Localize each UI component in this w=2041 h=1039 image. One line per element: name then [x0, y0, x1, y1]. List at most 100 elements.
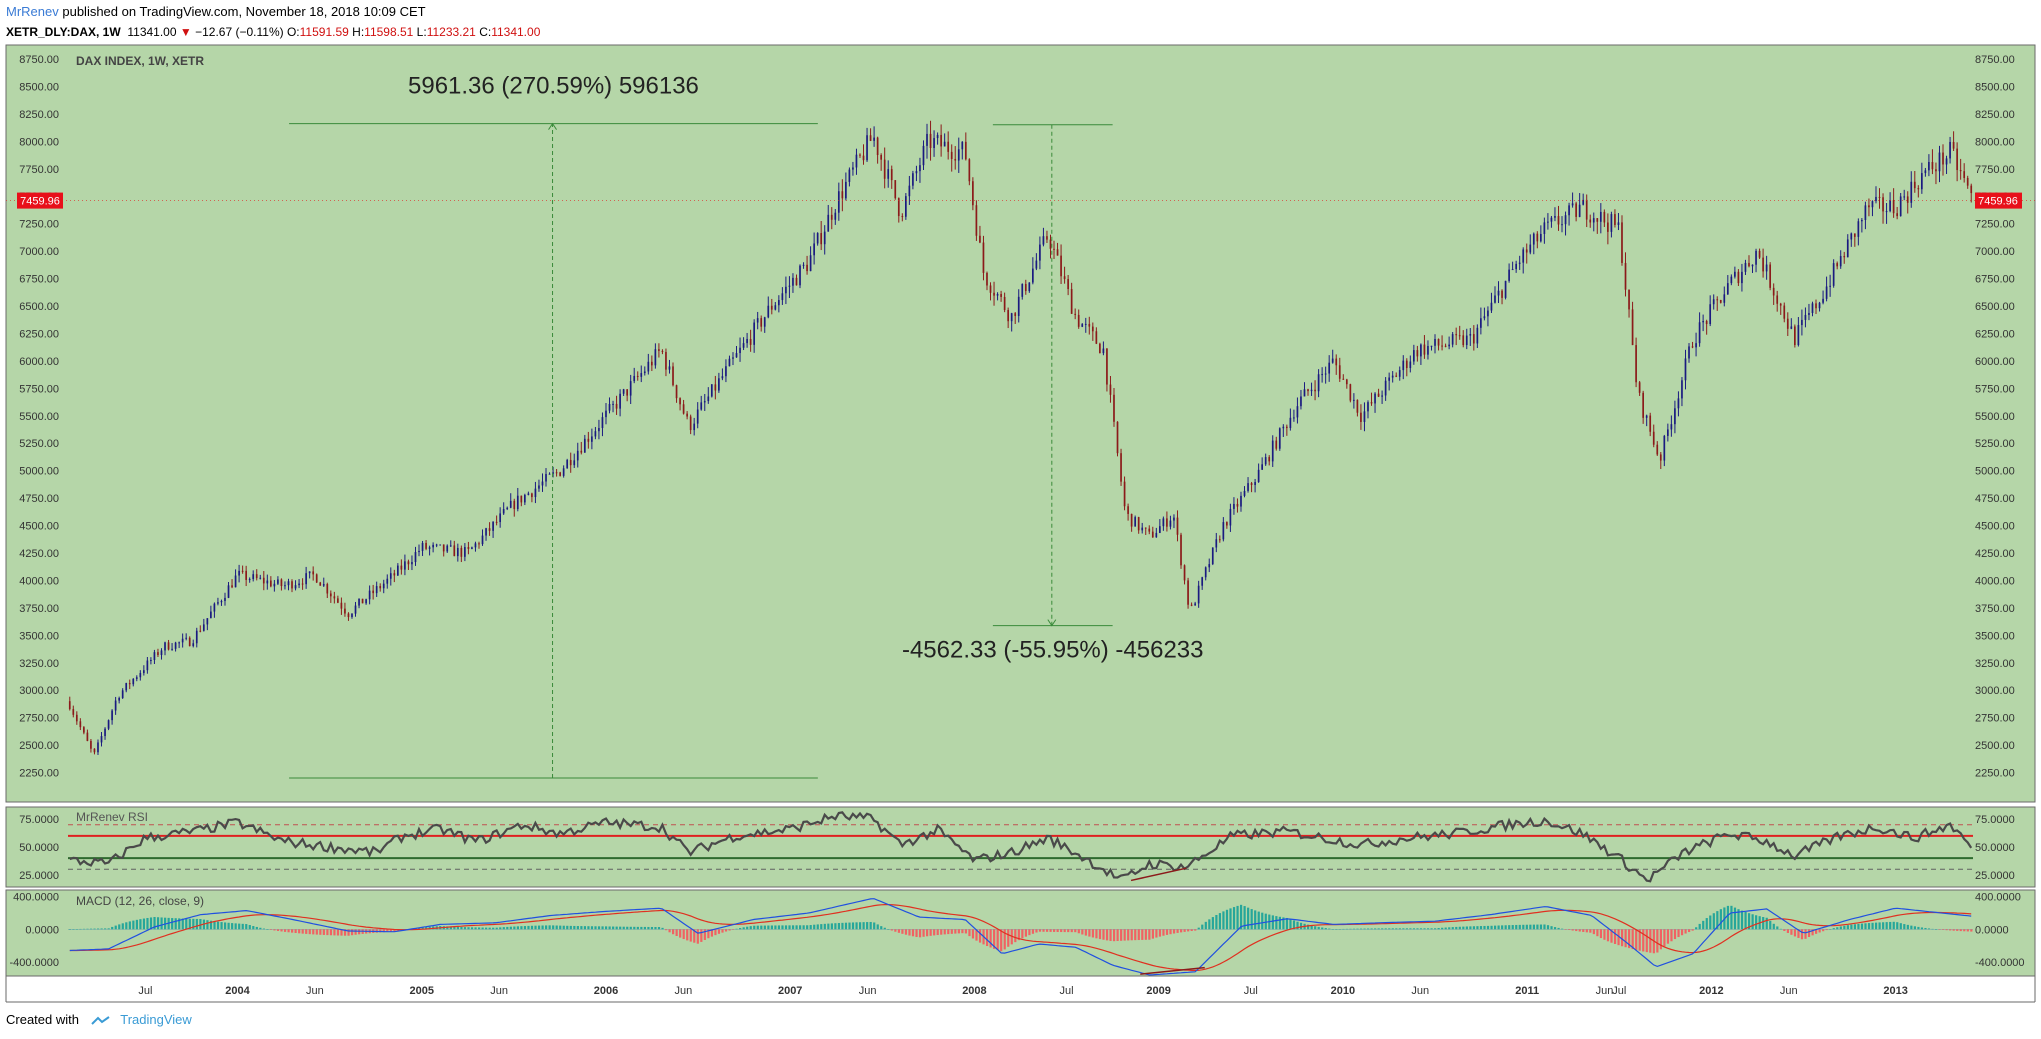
candle-body	[904, 196, 907, 217]
price-right-tick-label: 3250.00	[1975, 658, 2015, 670]
candle-body	[936, 134, 939, 139]
candle-body	[368, 590, 371, 600]
macd-histogram-bar	[1370, 928, 1373, 930]
macd-histogram-bar	[474, 927, 477, 930]
candle-body	[1427, 345, 1429, 355]
candle-body	[1384, 380, 1387, 396]
candle-body	[594, 431, 597, 437]
candle-body	[326, 584, 329, 594]
candle-body	[591, 436, 593, 442]
macd-histogram-bar	[1663, 929, 1666, 947]
candle-body	[1543, 222, 1546, 234]
macd-histogram-bar	[1451, 927, 1454, 930]
candle-body	[262, 577, 265, 584]
macd-histogram-bar	[1102, 929, 1105, 940]
close-value: 11341.00	[491, 25, 541, 39]
rsi-right-tick-label: 75.0000	[1975, 814, 2015, 826]
chart-title: DAX INDEX, 1W, XETR	[76, 54, 204, 68]
macd-histogram-bar	[781, 925, 784, 930]
macd-histogram-bar	[1740, 910, 1744, 930]
candle-body	[668, 366, 671, 370]
macd-histogram-bar	[216, 921, 220, 930]
candle-body	[626, 389, 629, 396]
candle-body	[1779, 303, 1782, 306]
dax-chart[interactable]: 2250.00 2250.00 2500.00 2500.00 2750.00 2750.…	[0, 40, 2041, 1005]
macd-histogram-bar	[1289, 919, 1292, 930]
price-left-tick-label: 8500.00	[19, 81, 59, 93]
candle-body	[1621, 222, 1623, 263]
candle-body	[100, 736, 103, 743]
macd-histogram-bar	[104, 928, 107, 930]
tradingview-link[interactable]: TradingView	[120, 1012, 192, 1027]
macd-histogram-bar	[1673, 929, 1677, 940]
candle-body	[464, 547, 466, 557]
macd-histogram-bar	[1437, 928, 1440, 930]
macd-histogram-bar	[502, 927, 505, 930]
macd-histogram-bar	[1172, 929, 1176, 934]
candle-body	[1783, 305, 1786, 319]
macd-histogram-bar	[509, 926, 512, 930]
price-right-tick-label: 7750.00	[1975, 164, 2015, 176]
candle-body	[125, 683, 128, 691]
candle-body	[929, 133, 932, 149]
macd-histogram-bar	[142, 918, 146, 930]
price-right-tick-label: 3750.00	[1975, 603, 2015, 615]
price-pane[interactable]: 2250.00 2250.00 2500.00 2500.00 2750.00 2750.…	[5, 44, 2036, 803]
macd-histogram-bar	[1282, 917, 1285, 930]
macd-histogram-bar	[1165, 929, 1169, 935]
macd-histogram-bar	[1183, 929, 1186, 932]
macd-histogram-bar	[1486, 925, 1490, 930]
candle-body	[566, 459, 569, 469]
macd-histogram-bar	[82, 928, 86, 930]
author-link[interactable]: MrRenev	[6, 4, 59, 19]
macd-histogram-bar	[460, 926, 463, 930]
macd-histogram-bar	[545, 925, 548, 930]
candle-body	[157, 652, 159, 655]
macd-histogram-bar	[1264, 913, 1267, 930]
candle-body	[1797, 325, 1800, 346]
macd-histogram-bar	[834, 923, 837, 930]
candle-body	[1243, 490, 1246, 496]
rsi-divergence-line[interactable]	[1130, 867, 1187, 882]
candle-body	[1755, 250, 1757, 265]
candle-body	[1053, 248, 1055, 250]
candle-body	[435, 544, 438, 546]
macd-histogram-bar	[506, 926, 509, 930]
candle-body	[1765, 264, 1768, 272]
macd-histogram-bar	[128, 921, 131, 930]
macd-histogram-bar	[791, 925, 795, 930]
candle-body	[1772, 287, 1775, 296]
candle-body	[1928, 161, 1930, 171]
candle-body	[573, 460, 576, 466]
time-tick-label: Jun	[859, 985, 877, 997]
rsi-pane[interactable]: 25.0000 25.0000 50.0000 50.0000 75.0000 75.00…	[5, 806, 2036, 888]
macd-histogram-bar	[470, 927, 474, 930]
candle-body	[460, 547, 463, 557]
candle-body	[1970, 185, 1973, 194]
macd-histogram-bar	[386, 929, 389, 933]
macd-histogram-bar	[1031, 929, 1035, 934]
macd-histogram-bar	[1762, 917, 1765, 930]
candle-body	[192, 643, 195, 647]
price-left-tick-label: 5500.00	[19, 411, 59, 423]
macd-histogram-bar	[1656, 929, 1659, 953]
symbol-label: XETR_DLY:DAX, 1W	[6, 25, 121, 39]
macd-histogram-bar	[552, 925, 555, 930]
macd-histogram-bar	[1889, 921, 1892, 930]
candle-body	[287, 581, 290, 586]
macd-histogram-bar	[1021, 929, 1024, 939]
macd-histogram-bar	[562, 925, 565, 930]
macd-divergence-line[interactable]	[1140, 966, 1205, 975]
macd-histogram-bar	[746, 926, 749, 930]
macd-histogram-bar	[1779, 928, 1782, 930]
macd-pane[interactable]: 400.0000 400.0000 0.0000 0.0000 -400.0000 -40…	[5, 889, 2036, 977]
macd-histogram-bar	[594, 926, 597, 930]
macd-histogram-bar	[1465, 926, 1468, 930]
time-axis[interactable]: Jul 2004 Jun 2005 Jun 2006 Jun 2007 Jun 2008 Jul 20…	[5, 976, 2036, 1003]
time-tick-label: 2004	[225, 985, 250, 997]
macd-histogram-bar	[996, 929, 999, 951]
macd-histogram-bar	[530, 925, 534, 930]
macd-histogram-bar	[1691, 929, 1694, 931]
macd-histogram-bar	[1836, 927, 1839, 930]
price-right-tick-label: 8250.00	[1975, 109, 2015, 121]
